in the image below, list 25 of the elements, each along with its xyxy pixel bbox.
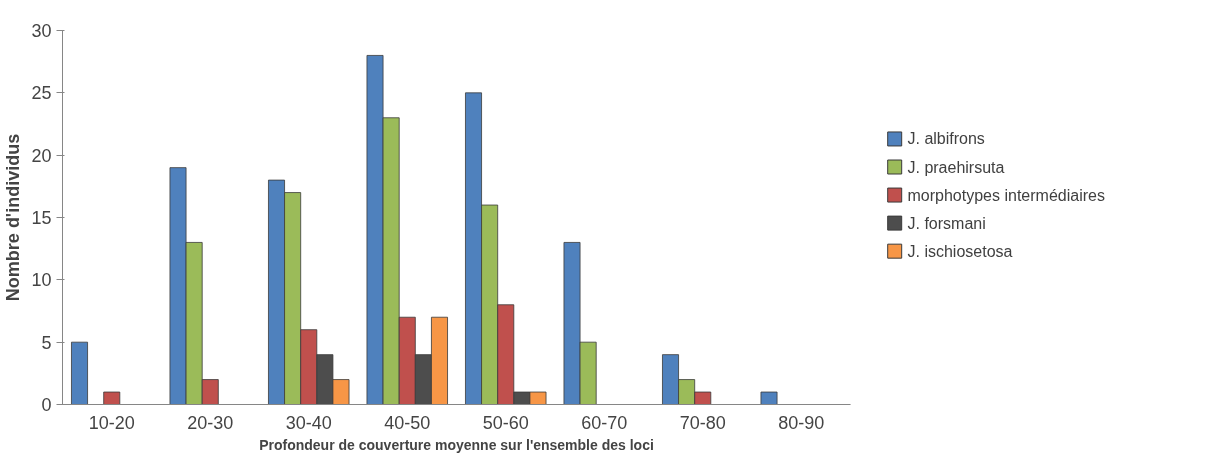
y-axis-title: Nombre d'individus (3, 133, 24, 302)
y-tick-label: 5 (41, 332, 52, 353)
x-tick-label: 20-30 (187, 412, 234, 433)
y-tick-label: 20 (31, 145, 52, 166)
x-tick-label: 80-90 (778, 412, 825, 433)
bar (71, 341, 88, 405)
y-tick-label: 25 (31, 83, 52, 104)
bar (103, 391, 121, 405)
bar (760, 391, 778, 405)
legend-label: J. forsmani (907, 214, 986, 232)
y-tick-label: 15 (31, 208, 52, 228)
x-axis-title: Profondeur de couverture moyenne sur l'ensemble des loci (259, 436, 654, 453)
y-tick-label: 0 (41, 395, 52, 415)
legend-label: J. ischiosetosa (907, 242, 1013, 260)
x-tick-label: 50-60 (482, 412, 529, 433)
legend-label: morphotypes intermédiaires (907, 186, 1105, 204)
x-tick-label: 10-20 (88, 412, 135, 433)
x-tick-label: 40-50 (384, 412, 431, 433)
y-tick-label: 30 (31, 21, 52, 41)
y-tick-label: 10 (31, 270, 52, 291)
x-tick-label: 70-80 (679, 412, 726, 433)
x-tick-label: 30-40 (285, 412, 332, 433)
x-tick-label: 60-70 (581, 412, 628, 433)
legend-label: J. praehirsuta (907, 158, 1005, 176)
legend-label: J. albifrons (907, 130, 985, 148)
